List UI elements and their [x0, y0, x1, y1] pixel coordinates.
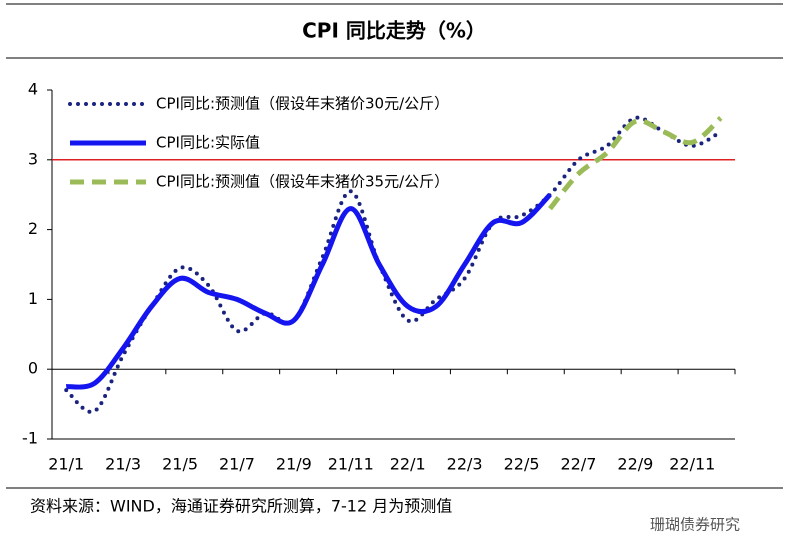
y-tick-label: 1: [28, 289, 38, 308]
x-tick-label: 22/9: [617, 455, 653, 474]
y-tick-label: 3: [28, 149, 38, 168]
x-tick-label: 21/5: [162, 455, 198, 474]
x-tick-label: 22/1: [390, 455, 426, 474]
y-tick-label: 4: [28, 80, 38, 99]
chart-title: CPI 同比走势（%）: [302, 19, 486, 43]
x-tick-label: 21/9: [276, 455, 312, 474]
x-tick-label: 21/1: [48, 455, 84, 474]
x-tick-label: 22/3: [447, 455, 483, 474]
legend-label: CPI同比:实际值: [156, 134, 260, 152]
series-line: [548, 116, 723, 211]
source: 资料来源：WIND，海通证券研究所测算，7-12 月为预测值: [30, 497, 452, 516]
y-tick-label: -1: [22, 429, 38, 448]
legend-label: CPI同比:预测值（假设年末猪价35元/公斤）: [156, 173, 449, 191]
x-tick-label: 21/7: [219, 455, 255, 474]
watermark: 珊瑚债券研究: [650, 516, 740, 534]
legend-label: CPI同比:预测值（假设年末猪价30元/公斤）: [156, 95, 449, 113]
x-tick-label: 21/11: [328, 455, 374, 474]
y-tick-label: 0: [28, 359, 38, 378]
x-tick-label: 22/11: [669, 455, 715, 474]
x-tick-label: 22/5: [504, 455, 540, 474]
series-line: [65, 192, 552, 390]
x-tick-label: 21/3: [105, 455, 141, 474]
series-line: [64, 115, 723, 414]
y-tick-label: 2: [28, 219, 38, 238]
x-tick-label: 22/7: [561, 455, 597, 474]
